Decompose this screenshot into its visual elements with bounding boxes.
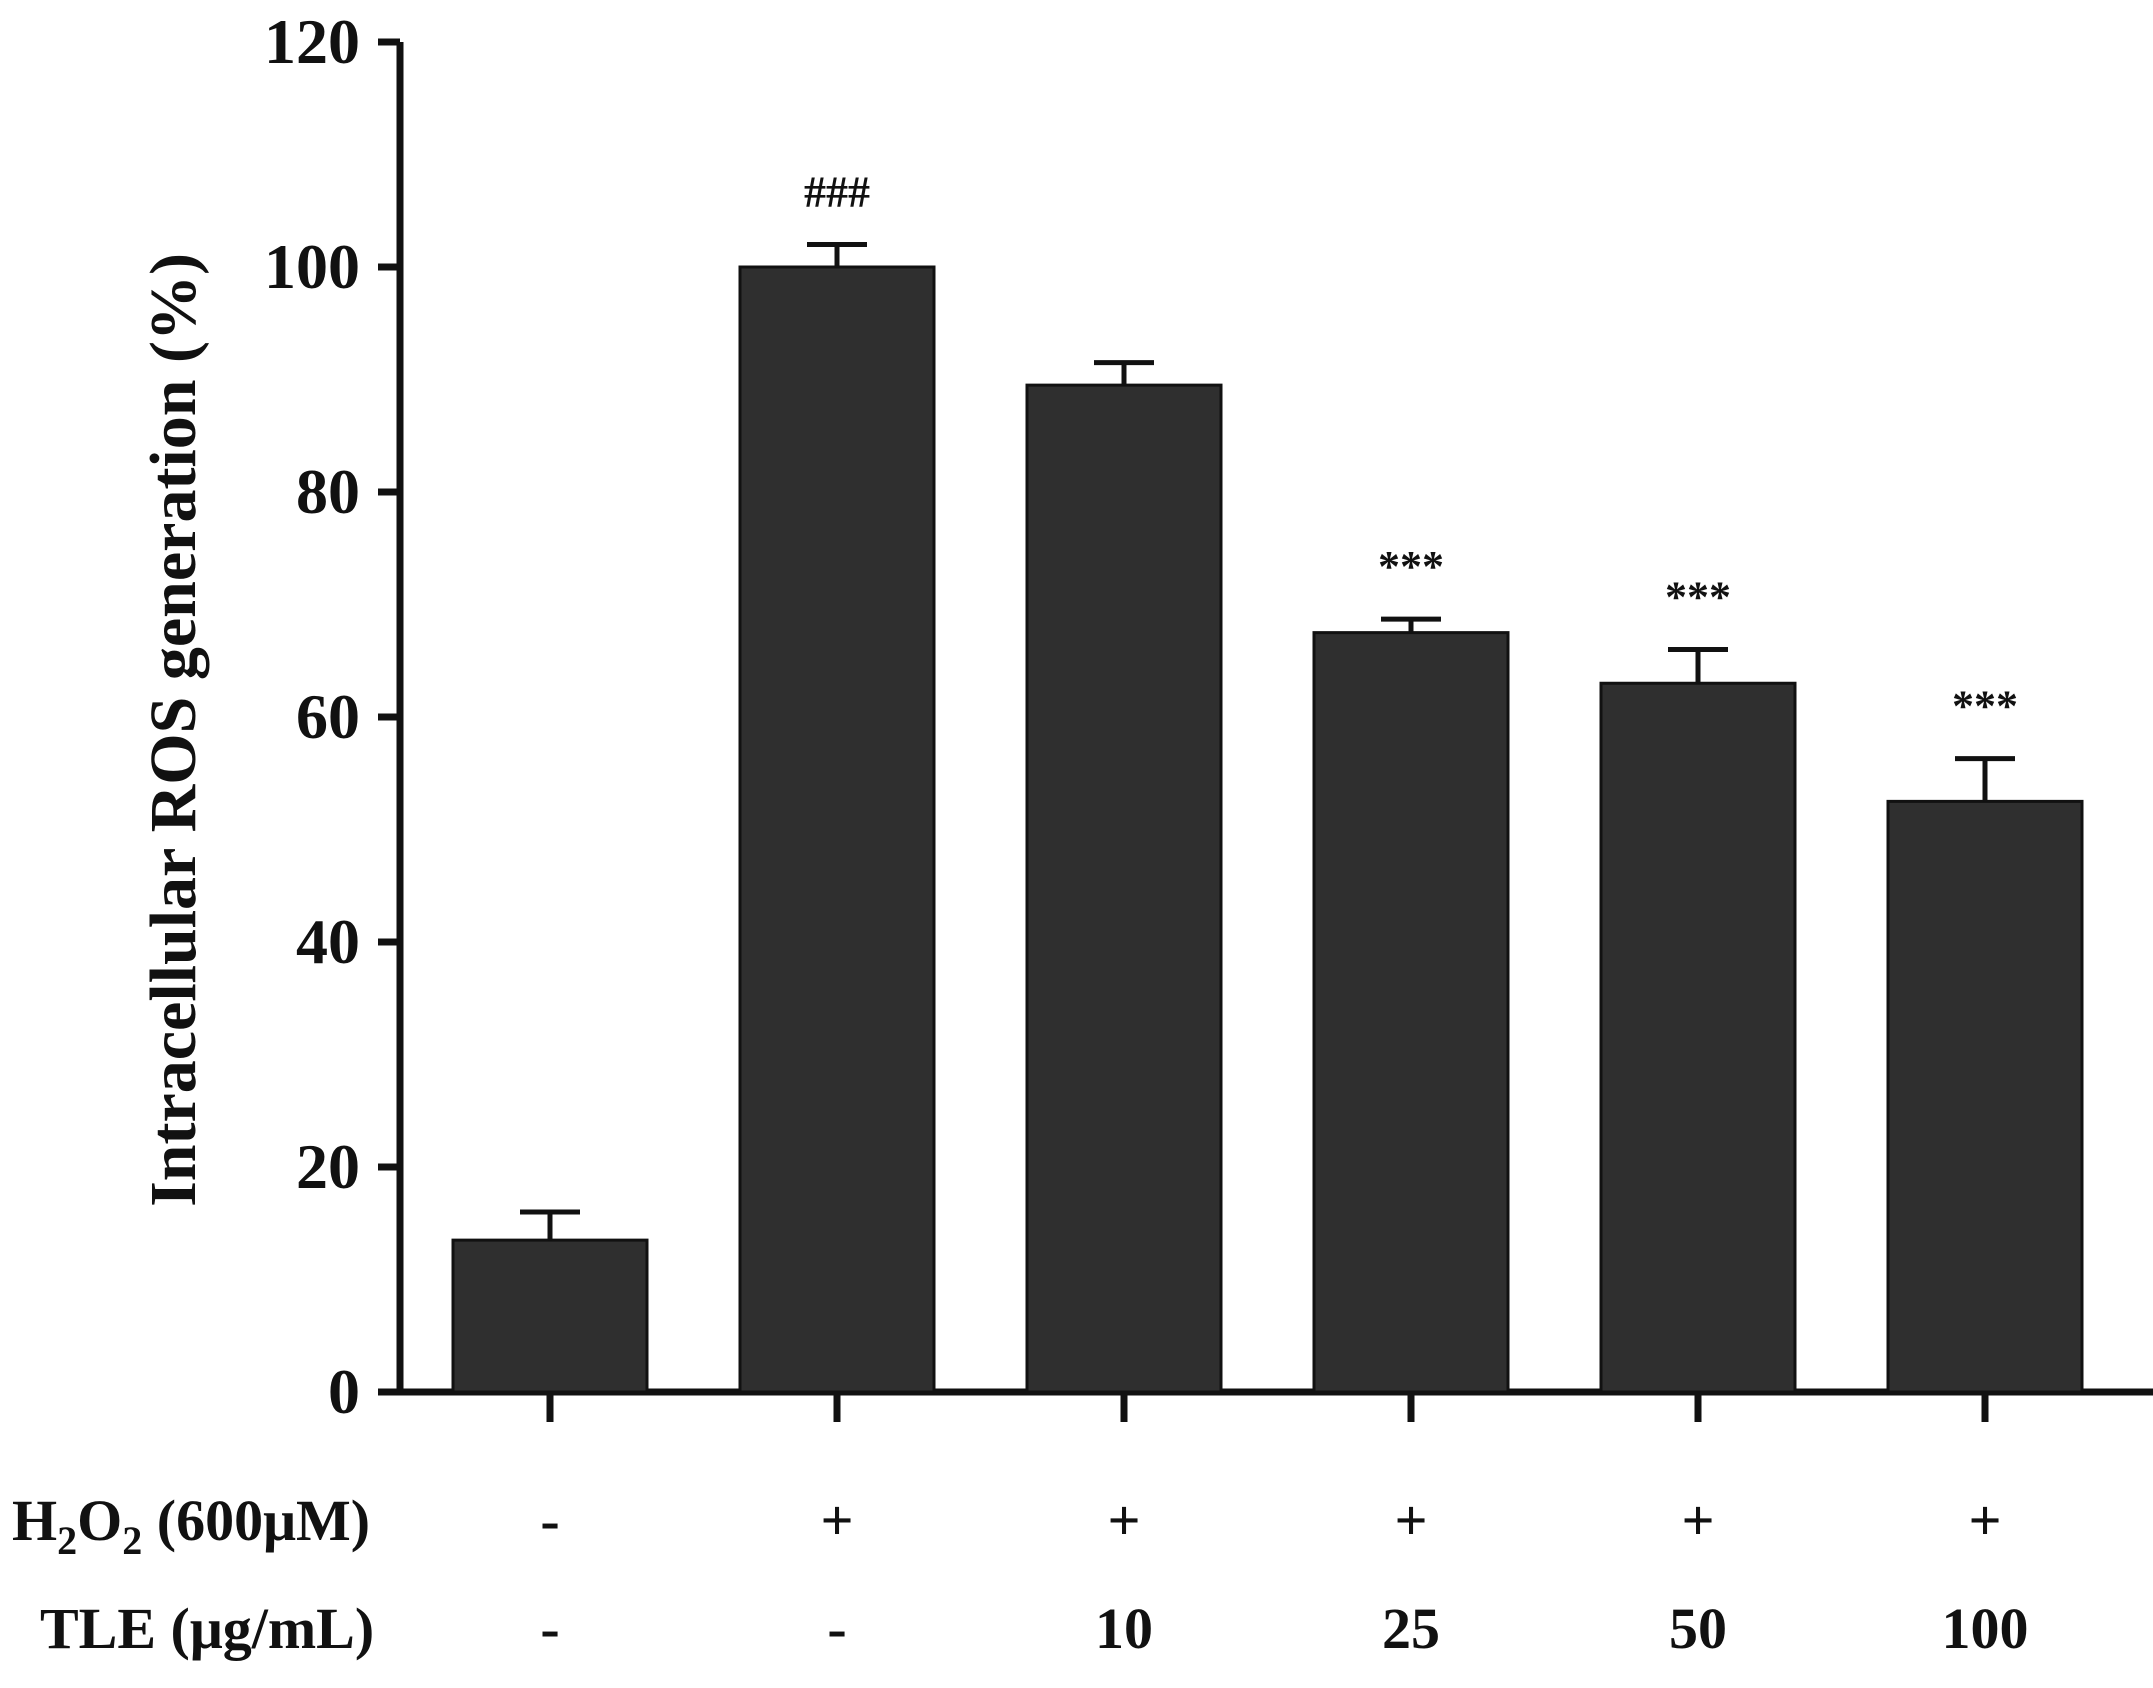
significance-label: *** [1952, 682, 2018, 731]
x-ticks [546, 1392, 1989, 1422]
y-axis-label: Intracellular ROS generation (%) [137, 253, 210, 1207]
y-tick-label: 100 [264, 231, 360, 302]
h2o2-row-values: - + + + + + [540, 1488, 2001, 1553]
h2o2-label-sub1: 2 [57, 1518, 77, 1563]
h2o2-value: + [1394, 1488, 1427, 1553]
bar [1886, 799, 2084, 1394]
y-tick-label: 0 [328, 1356, 360, 1427]
bar [1025, 383, 1223, 1394]
h2o2-label-mid: O [77, 1488, 122, 1553]
bar [738, 265, 936, 1394]
h2o2-label-main: H [12, 1488, 57, 1553]
bar [1312, 631, 1510, 1394]
bars [451, 265, 2084, 1394]
y-tick-label: 20 [296, 1131, 360, 1202]
h2o2-value: + [1107, 1488, 1140, 1553]
tle-value: 100 [1942, 1596, 2029, 1661]
h2o2-row-label: H2O2 (600μM) [12, 1488, 370, 1563]
y-ticks: 0 20 40 60 80 100 120 [264, 6, 400, 1427]
h2o2-label-sub2: 2 [122, 1518, 142, 1563]
h2o2-value: + [820, 1488, 853, 1553]
significance-label: *** [1378, 542, 1444, 591]
y-tick-label: 80 [296, 456, 360, 527]
y-tick-label: 40 [296, 906, 360, 977]
tle-row-values: - - 10 25 50 100 [540, 1596, 2028, 1661]
tle-value: 25 [1382, 1596, 1440, 1661]
y-tick-label: 120 [264, 6, 360, 77]
h2o2-value: + [1968, 1488, 2001, 1553]
y-tick-label: 60 [296, 681, 360, 752]
error-bars [520, 242, 2015, 1241]
tle-value: - [540, 1596, 559, 1661]
significance-label: *** [1665, 573, 1731, 622]
tle-value: 10 [1095, 1596, 1153, 1661]
h2o2-value: + [1681, 1488, 1714, 1553]
tle-row-label: TLE (μg/mL) [40, 1596, 374, 1661]
bar [451, 1238, 649, 1394]
h2o2-value: - [540, 1488, 559, 1553]
significance-labels: ### *** *** *** [804, 168, 2018, 731]
bar [1599, 681, 1797, 1394]
tle-value: - [827, 1596, 846, 1661]
tle-value: 50 [1669, 1596, 1727, 1661]
h2o2-label-unit: (600μM) [142, 1488, 370, 1553]
significance-label: ### [804, 168, 870, 217]
